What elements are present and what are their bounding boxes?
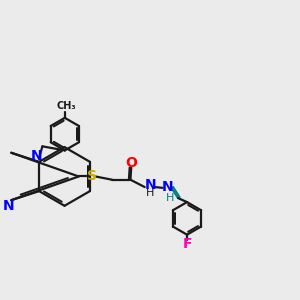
Text: H: H: [166, 193, 174, 203]
Text: N: N: [3, 199, 15, 213]
Text: F: F: [182, 238, 192, 251]
Text: O: O: [125, 156, 137, 170]
Text: CH₃: CH₃: [57, 101, 76, 111]
Text: S: S: [87, 169, 97, 184]
Text: N: N: [145, 178, 156, 192]
Text: H: H: [146, 188, 154, 198]
Text: N: N: [162, 180, 174, 194]
Text: N: N: [31, 149, 43, 163]
